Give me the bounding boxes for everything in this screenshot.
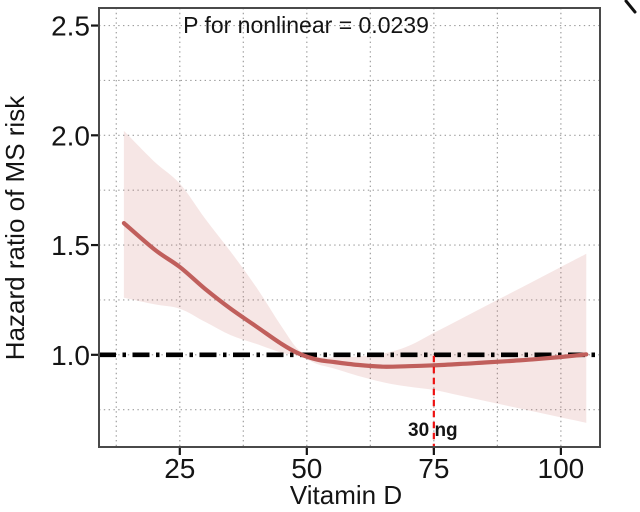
y-tick-label: 2.0 — [51, 120, 90, 151]
y-tick-label: 1.5 — [51, 230, 90, 261]
nonlinearity-annotation: P for nonlinear = 0.0239 — [183, 12, 429, 38]
y-axis-title: Hazard ratio of MS risk — [0, 95, 30, 360]
cropped-corner-mark — [624, 0, 637, 14]
x-axis-title: Vitamin D — [290, 480, 402, 510]
x-tick-label: 100 — [538, 453, 585, 484]
plot-panel — [99, 8, 600, 447]
y-tick-label: 2.5 — [51, 11, 90, 42]
x-tick-label: 50 — [291, 453, 322, 484]
x-tick-label: 75 — [418, 453, 449, 484]
x-tick-label: 25 — [164, 453, 195, 484]
y-tick-label: 1.0 — [51, 340, 90, 371]
hazard-ratio-curve — [121, 221, 589, 369]
confidence-band — [123, 130, 587, 423]
threshold-label: 30 ng — [408, 420, 458, 441]
axis-ticks — [91, 24, 562, 455]
panel-border — [98, 7, 601, 448]
